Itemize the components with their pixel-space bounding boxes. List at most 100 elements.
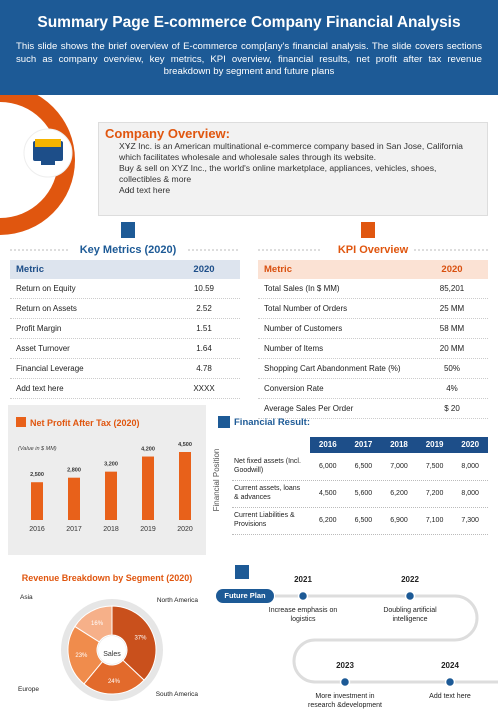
header-cell: Metric bbox=[16, 264, 44, 275]
financial-table: 2016 2017 2018 2019 2020 Net fixed assets (In… bbox=[232, 437, 488, 537]
category-label: Asia bbox=[20, 594, 33, 601]
cell: 7,200 bbox=[425, 490, 444, 497]
row: Add text here XXXX bbox=[10, 379, 240, 399]
dot bbox=[404, 590, 416, 602]
cell: 5,600 bbox=[354, 490, 373, 497]
milestone-text: Increase emphasis on logistics bbox=[268, 607, 338, 623]
cell: 8,000 bbox=[461, 463, 479, 470]
bullet: XYZ Inc. is an American multinational e-… bbox=[119, 141, 479, 162]
future-plan-title: Future Plan bbox=[224, 591, 266, 600]
row: Financial Leverage 4.78 bbox=[10, 359, 240, 379]
cell: Financial Leverage bbox=[16, 364, 84, 373]
cell: Total Sales (In $ MM) bbox=[264, 284, 340, 293]
x-tick-label: 2020 bbox=[177, 526, 193, 533]
milestone-year: 2022 bbox=[401, 575, 419, 584]
header-cell: 2020 bbox=[193, 264, 215, 275]
rule bbox=[232, 480, 488, 481]
milestone-year: 2021 bbox=[294, 575, 312, 584]
icon bbox=[218, 416, 230, 428]
cell: 6,500 bbox=[354, 517, 373, 524]
cell: 4.78 bbox=[196, 364, 212, 373]
cell: 20 MM bbox=[439, 344, 465, 353]
milestone-year: 2023 bbox=[336, 661, 354, 670]
row: Return on Equity 10.59 bbox=[10, 279, 240, 299]
row: Profit Margin 1.51 bbox=[10, 319, 240, 339]
dot bbox=[339, 676, 351, 688]
header-cell: Metric bbox=[264, 264, 292, 275]
value-label: 37% bbox=[134, 636, 147, 642]
timeline: Future Plan 2021 Increase emphasis on log… bbox=[210, 565, 498, 720]
dot bbox=[444, 676, 456, 688]
row: Return on Assets 2.52 bbox=[10, 299, 240, 319]
value-label: 16% bbox=[91, 621, 104, 627]
cell: 4,500 bbox=[319, 490, 337, 497]
cell: 50% bbox=[443, 364, 460, 373]
milestone-text: Add text here bbox=[429, 693, 471, 700]
cell: Shopping Cart Abandonment Rate (%) bbox=[264, 364, 401, 373]
axis-label: Financial Position bbox=[212, 448, 221, 512]
overview-title: Company Overview: bbox=[105, 126, 230, 141]
column-header: 2016 bbox=[310, 437, 346, 453]
cell: 6,200 bbox=[390, 490, 408, 497]
icon bbox=[16, 417, 26, 427]
x-tick-label: 2018 bbox=[103, 526, 119, 533]
cell: Add text here bbox=[16, 384, 64, 393]
header: Summary Page E-commerce Company Financia… bbox=[0, 0, 498, 95]
row: Average Sales Per Order $ 20 bbox=[258, 399, 488, 419]
value-label: 3,200 bbox=[104, 462, 118, 468]
chart-subtitle: (Value in $ MM) bbox=[18, 446, 57, 452]
cell: 7,000 bbox=[390, 463, 408, 470]
cell: 6,200 bbox=[319, 517, 337, 524]
x-tick-label: 2016 bbox=[29, 526, 45, 533]
value-label: 4,500 bbox=[178, 442, 192, 448]
cell: 85,201 bbox=[439, 284, 465, 293]
chart-title: Net Profit After Tax (2020) bbox=[30, 418, 140, 428]
rule bbox=[232, 507, 488, 508]
cell: Asset Turnover bbox=[16, 344, 70, 353]
cell: XXXX bbox=[193, 384, 215, 393]
bar bbox=[142, 456, 154, 520]
cell: 1.51 bbox=[196, 324, 212, 333]
company-overview: Company Overview: XYZ Inc. is an America… bbox=[98, 122, 488, 216]
x-tick-label: 2019 bbox=[140, 526, 156, 533]
cell: Profit Margin bbox=[16, 324, 62, 333]
bar-chart: Net Profit After Tax (2020) (Value in $ M… bbox=[16, 417, 193, 533]
cell: 7,100 bbox=[425, 517, 444, 524]
description: This slide shows the brief overview of E… bbox=[16, 41, 482, 77]
chart-title: Revenue Breakdown by Segment (2020) bbox=[22, 573, 193, 583]
cell: Number of Items bbox=[264, 344, 324, 353]
bullet: Add text here bbox=[119, 185, 479, 196]
x-tick-label: 2017 bbox=[66, 526, 82, 533]
cell: Average Sales Per Order bbox=[264, 404, 354, 413]
row: Number of Items 20 MM bbox=[258, 339, 488, 359]
row-label: Net fixed assets (Incl. Goodwill) bbox=[234, 458, 301, 474]
cell: 1.64 bbox=[196, 344, 212, 353]
center-label: Sales bbox=[103, 651, 121, 658]
category-label: Europe bbox=[18, 686, 39, 693]
slice bbox=[111, 605, 157, 681]
column-header: 2018 bbox=[381, 437, 417, 453]
value-label: 24% bbox=[108, 679, 121, 685]
row: Asset Turnover 1.64 bbox=[10, 339, 240, 359]
dot bbox=[297, 590, 309, 602]
overview-list: XYZ Inc. is an American multinational e-… bbox=[99, 141, 487, 197]
cell: 7,500 bbox=[425, 463, 444, 470]
cell: 8,000 bbox=[461, 490, 479, 497]
slice bbox=[83, 659, 145, 695]
header-cell: 2020 bbox=[441, 264, 463, 275]
bar bbox=[31, 482, 43, 520]
category-label: North America bbox=[157, 597, 199, 604]
slice bbox=[74, 605, 113, 643]
financial-title: Financial Result: bbox=[234, 417, 311, 428]
row-label: Current Liabilities & Provisions bbox=[234, 512, 295, 528]
row: Conversion Rate 4% bbox=[258, 379, 488, 399]
cell: Number of Customers bbox=[264, 324, 343, 333]
cell: Total Number of Orders bbox=[264, 304, 348, 313]
slice bbox=[67, 625, 104, 685]
milestone-text: More investment in research &development bbox=[308, 693, 382, 709]
kpi-title: KPI Overview bbox=[337, 244, 409, 256]
header-row: Metric 2020 bbox=[10, 260, 240, 279]
cell: 6,000 bbox=[319, 463, 337, 470]
cell: 2.52 bbox=[196, 304, 212, 313]
bar bbox=[105, 471, 117, 520]
